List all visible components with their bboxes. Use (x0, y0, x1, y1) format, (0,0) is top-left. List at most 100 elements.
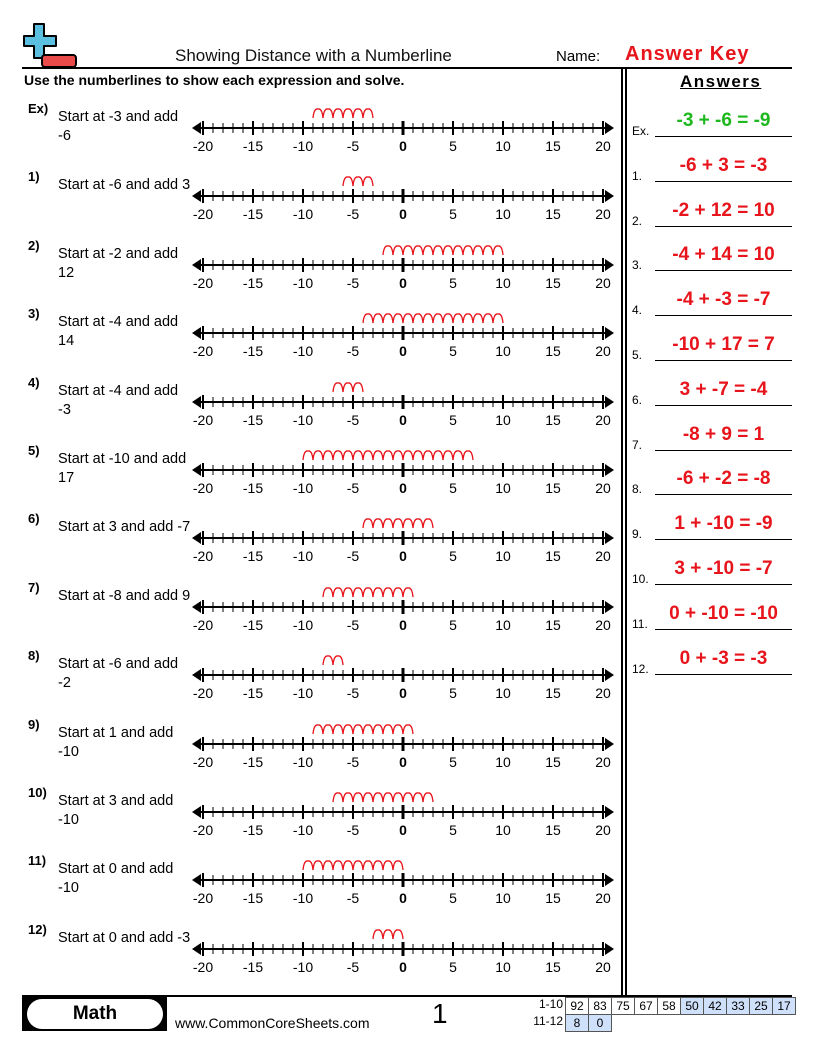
jump-arc (452, 313, 464, 324)
problem-text: Start at 3 and add -10 (58, 793, 174, 828)
tick-label: -15 (243, 548, 263, 563)
score-row: 1-10 92 83 75 67 58 50 42 33 25 17 (527, 997, 796, 1015)
arrow-left-icon (192, 190, 201, 203)
jump-arc (392, 587, 404, 597)
problem-text: Start at -4 and add -3 (58, 382, 179, 418)
jump-arc (442, 450, 454, 461)
tick-label: -5 (347, 275, 360, 290)
jump-arc (362, 108, 374, 119)
problem-number: 2) (28, 237, 40, 253)
tick-label: -20 (193, 138, 213, 153)
answer-expression: -6 + 3 = -3 (655, 155, 792, 182)
jump-arc (402, 518, 414, 529)
jump-arc (342, 176, 354, 187)
jump-arc (382, 587, 394, 597)
numberline: -20 -15 -10 -5 0 5 10 15 20 (192, 792, 614, 837)
tick-label: 5 (449, 959, 457, 974)
tick-label: -15 (243, 685, 263, 700)
jump-arc (402, 313, 414, 324)
jump-arc (372, 450, 384, 461)
jump-arc (362, 518, 374, 529)
answer-number: 9. (632, 527, 643, 542)
jump-arc (322, 723, 334, 734)
tick-label: -5 (347, 617, 360, 632)
tick-label: 15 (545, 822, 561, 837)
jump-arc (352, 176, 364, 187)
jump-arc (412, 450, 424, 461)
numberline: -20 -15 -10 -5 0 5 10 15 20 (192, 313, 614, 358)
tick-label: 20 (595, 480, 611, 495)
jump-arc (432, 450, 444, 461)
arrow-left-icon (192, 669, 201, 682)
page-number: 1 (432, 998, 448, 1029)
tick-label: 5 (449, 206, 457, 221)
tick-label: -10 (293, 138, 313, 153)
tick-label: -15 (243, 959, 263, 974)
tick-label: -5 (347, 548, 360, 563)
answer-expression: 3 + -10 = -7 (655, 558, 792, 585)
tick-label: 0 (399, 890, 407, 905)
jump-arc (372, 313, 384, 324)
tick-label: -20 (193, 548, 213, 563)
jump-arc (352, 381, 364, 392)
jump-arc (482, 245, 494, 255)
tick-label: -5 (347, 959, 360, 974)
tick-label: 20 (595, 959, 611, 974)
tick-label: 0 (399, 959, 407, 974)
jump-arc (422, 792, 434, 803)
jump-arc (342, 450, 354, 461)
numberline: -20 -15 -10 -5 0 5 10 15 20 (192, 929, 614, 974)
jump-arc (472, 313, 484, 324)
jump-arc (462, 450, 474, 461)
arrow-left-icon (192, 258, 201, 271)
jump-arc (392, 792, 404, 803)
tick-label: -20 (193, 275, 213, 290)
jump-arc (412, 313, 424, 324)
jump-arc (442, 245, 454, 255)
numberline: -20 -15 -10 -5 0 5 10 15 20 (192, 245, 614, 290)
numberline: -20 -15 -10 -5 0 5 10 15 20 (192, 723, 614, 769)
problem-number: 8) (28, 648, 40, 664)
arrow-left-icon (192, 600, 201, 613)
jump-arc (352, 860, 364, 871)
jump-arc (432, 245, 444, 255)
tick-label: 10 (495, 959, 511, 974)
score-range: 1-10 (538, 997, 563, 1011)
tick-label: -20 (193, 480, 213, 495)
tick-label: 10 (495, 890, 511, 905)
score-cell: 92 (565, 997, 589, 1015)
answer-number: 12. (632, 661, 649, 676)
score-row: 11-12 8 0 (527, 1014, 612, 1032)
tick-label: 0 (399, 754, 407, 769)
jump-arc (372, 587, 384, 597)
numberline: -20 -15 -10 -5 0 5 10 15 20 (192, 655, 614, 700)
jump-arc (382, 518, 394, 529)
score-cell: 8 (565, 1014, 589, 1032)
problem-text: Start at 0 and add -10 (58, 861, 174, 897)
answer-expression: 0 + -3 = -3 (655, 648, 792, 675)
tick-label: -20 (193, 343, 213, 358)
tick-label: -10 (293, 275, 313, 290)
problem-text: Start at -2 and add 12 (58, 245, 179, 281)
problem-text: Start at -4 and add 14 (58, 314, 179, 350)
tick-label: -10 (293, 617, 313, 632)
score-range: 11-12 (533, 1014, 563, 1028)
jump-arc (462, 245, 474, 255)
tick-label: 5 (449, 548, 457, 563)
answer-expression: -6 + -2 = -8 (655, 468, 792, 496)
tick-label: 20 (595, 685, 611, 700)
answer-expression: 3 + -7 = -4 (655, 379, 792, 406)
tick-label: -20 (193, 959, 213, 974)
tick-label: -15 (243, 343, 263, 358)
answer-expression: -4 + 14 = 10 (655, 244, 792, 272)
tick-label: 15 (545, 959, 561, 974)
tick-label: -15 (243, 822, 263, 837)
jump-arc (422, 450, 434, 461)
jump-arc (362, 450, 374, 461)
arrow-left-icon (192, 874, 201, 887)
jump-arc (332, 587, 344, 597)
tick-label: -10 (293, 890, 313, 905)
tick-label: -15 (243, 480, 263, 495)
answer-expression: -8 + 9 = 1 (655, 424, 792, 451)
arrow-right-icon (605, 122, 614, 134)
